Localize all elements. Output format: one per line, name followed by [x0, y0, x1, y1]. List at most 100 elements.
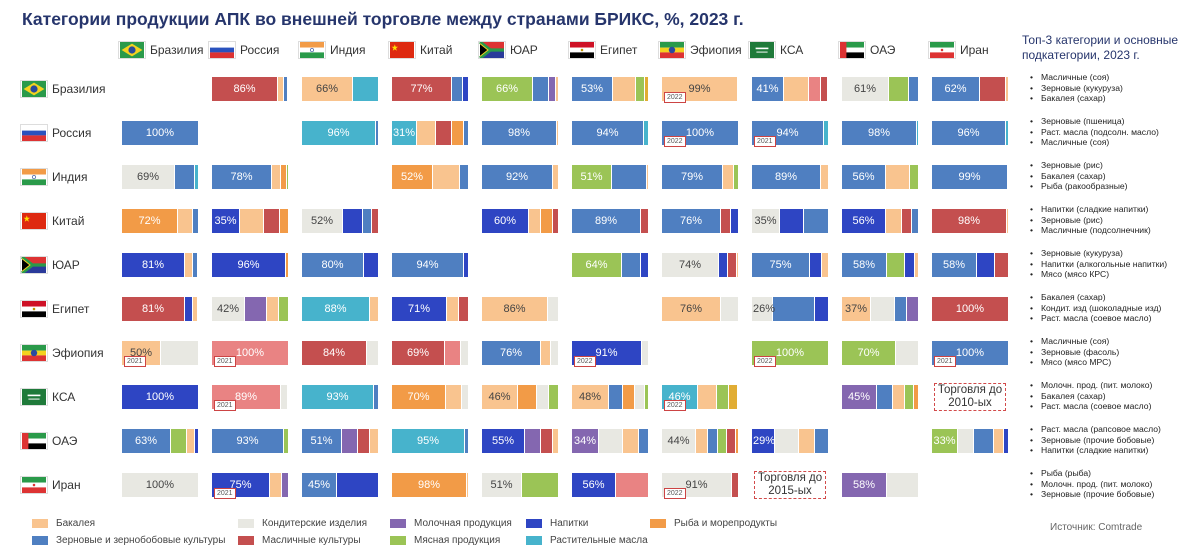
stacked-bar — [392, 253, 468, 277]
bar-segment-oilcrops — [726, 429, 735, 453]
ru-flag-icon — [20, 124, 48, 142]
stacked-bar — [122, 253, 198, 277]
bar-segment-confect — [662, 473, 731, 497]
bar-segment-confect — [550, 341, 558, 365]
bar-segment-confect — [547, 297, 558, 321]
bar-segment-dairy — [906, 297, 918, 321]
bar-segment-grains — [973, 429, 993, 453]
stacked-bar — [302, 209, 378, 233]
stacked-bar — [212, 209, 288, 233]
legend-swatch — [390, 519, 406, 528]
bar-segment-bakery — [269, 473, 281, 497]
bar-segment-grains — [932, 165, 1007, 189]
bar-segment-grains — [752, 165, 820, 189]
bar-segment-vegoil — [302, 297, 369, 321]
bar-segment-grains — [482, 165, 552, 189]
bar-segment-meat — [286, 165, 288, 189]
bar-segment-drinks — [752, 429, 774, 453]
bar-segment-grains — [932, 253, 976, 277]
bar-segment-fish — [280, 165, 286, 189]
bar-segment-grains — [572, 121, 643, 145]
bar-segment-bakery — [369, 429, 378, 453]
bar-segment-meat — [548, 385, 558, 409]
stacked-bar — [662, 209, 738, 233]
bar-segment-vegoil — [643, 121, 648, 145]
bar-segment-grains — [908, 77, 918, 101]
bar-segment-confect — [366, 341, 378, 365]
bar-segment-grains — [362, 209, 371, 233]
legend-swatch — [526, 519, 542, 528]
stacked-bar — [302, 121, 378, 145]
stacked-bar — [662, 165, 738, 189]
chart-title: Категории продукции АПК во внешней торго… — [22, 9, 744, 29]
bar-segment-grains — [772, 297, 814, 321]
top3-item: Зерновые (рис) — [1030, 160, 1200, 171]
stacked-bar — [302, 341, 378, 365]
top3-item: Масличные (соя) — [1030, 137, 1200, 148]
stacked-bar — [572, 429, 648, 453]
bar-segment-grains — [392, 253, 463, 277]
bar-segment-confect — [122, 165, 174, 189]
bar-segment-drinks — [122, 385, 198, 409]
stacked-bar — [842, 253, 918, 277]
bar-segment-drinks — [462, 77, 468, 101]
bar-segment-drinks — [212, 473, 269, 497]
in-flag-icon — [298, 41, 326, 59]
stacked-bar — [302, 77, 378, 101]
stacked-bar — [752, 121, 828, 145]
bar-segment-meat — [842, 341, 895, 365]
bar-segment-confect — [662, 429, 695, 453]
stacked-bar — [482, 429, 558, 453]
bar-segment-bakery — [416, 121, 435, 145]
bar-segment-bakery — [842, 297, 870, 321]
top3-item: Масличные (соя) — [1030, 72, 1200, 83]
legend-swatch — [390, 536, 406, 545]
stacked-bar — [212, 165, 288, 189]
bar-segment-oilcrops — [540, 429, 552, 453]
stacked-bar — [572, 209, 648, 233]
bar-segment-grains — [752, 77, 783, 101]
stacked-bar — [572, 473, 648, 497]
bar-segment-grains — [122, 429, 170, 453]
stacked-bar — [932, 429, 1008, 453]
bar-segment-meat — [283, 429, 288, 453]
bar-segment-bakery — [783, 77, 808, 101]
bar-segment-bakery — [482, 297, 547, 321]
bar-segment-confect — [895, 341, 918, 365]
stacked-bar — [212, 253, 288, 277]
bar-segment-drinks — [363, 253, 378, 277]
bar-segment-meat — [287, 77, 288, 101]
bar-segment-fish — [392, 385, 445, 409]
bar-segment-bakery — [192, 297, 197, 321]
stacked-bar — [392, 429, 468, 453]
bar-segment-oilcrops — [263, 209, 279, 233]
bar-segment-oilcrops — [392, 341, 444, 365]
bar-segment-other2 — [444, 341, 460, 365]
bar-segment-bakery — [177, 209, 192, 233]
stacked-bar — [842, 165, 918, 189]
stacked-bar — [572, 165, 648, 189]
row-header-ru: Россия — [20, 121, 118, 145]
bar-segment-bakery — [885, 209, 901, 233]
stacked-bar — [572, 341, 648, 365]
bar-segment-drinks — [572, 341, 641, 365]
bar-segment-oilcrops — [979, 77, 1005, 101]
top3-list: Молочн. прод. (пит. молоко)Бакалея (саха… — [1030, 380, 1200, 412]
top3-item: Напитки (сладкие напитки) — [1030, 204, 1200, 215]
bar-segment-grains — [572, 77, 612, 101]
bar-segment-bakery — [446, 297, 458, 321]
stacked-bar — [302, 253, 378, 277]
sa-flag-icon — [748, 41, 776, 59]
bar-segment-grains — [911, 209, 918, 233]
bar-segment-bakery — [662, 297, 720, 321]
cn-flag-icon — [388, 41, 416, 59]
bar-segment-meat — [752, 341, 828, 365]
stacked-bar — [302, 385, 378, 409]
bar-segment-drinks — [212, 209, 239, 233]
ir-flag-icon — [928, 41, 956, 59]
stacked-bar — [662, 77, 738, 101]
bar-segment-fish — [913, 385, 918, 409]
bar-segment-meat — [521, 473, 558, 497]
bar-segment-other2 — [615, 473, 648, 497]
bar-segment-oilcrops — [392, 77, 451, 101]
